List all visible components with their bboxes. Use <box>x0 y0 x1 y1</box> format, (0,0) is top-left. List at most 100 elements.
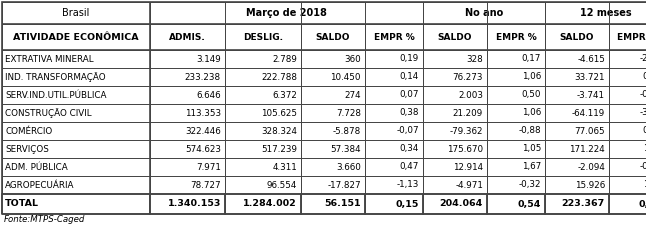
Text: 574.623: 574.623 <box>185 144 221 153</box>
Text: 0,50: 0,50 <box>521 90 541 100</box>
Bar <box>423 122 487 140</box>
Text: 223.367: 223.367 <box>562 200 605 208</box>
Bar <box>609 122 646 140</box>
Text: -4.971: -4.971 <box>455 180 483 190</box>
Bar <box>365 194 423 214</box>
Text: 171.224: 171.224 <box>569 144 605 153</box>
Bar <box>301 158 365 176</box>
Text: 56.151: 56.151 <box>324 200 361 208</box>
Text: 0,07: 0,07 <box>399 90 419 100</box>
Text: 1,02: 1,02 <box>643 144 646 153</box>
Bar <box>609 68 646 86</box>
Text: 76.273: 76.273 <box>452 73 483 81</box>
Text: 1,04: 1,04 <box>643 180 646 190</box>
Text: ATIVIDADE ECONÔMICA: ATIVIDADE ECONÔMICA <box>13 33 139 42</box>
Bar <box>225 122 301 140</box>
Text: SERVIÇOS: SERVIÇOS <box>5 144 49 153</box>
Bar <box>423 2 545 24</box>
Text: -64.119: -64.119 <box>572 109 605 117</box>
Bar <box>423 86 487 104</box>
Bar <box>301 140 365 158</box>
Text: -0,92: -0,92 <box>640 90 646 100</box>
Text: 3.149: 3.149 <box>196 54 221 64</box>
Text: IND. TRANSFORMAÇÃO: IND. TRANSFORMAÇÃO <box>5 72 106 82</box>
Text: Março de 2018: Março de 2018 <box>246 8 327 18</box>
Bar <box>609 104 646 122</box>
Bar <box>301 104 365 122</box>
Bar <box>545 104 609 122</box>
Text: 274: 274 <box>344 90 361 100</box>
Text: -2,38: -2,38 <box>640 54 646 64</box>
Text: Fonte:MTPS-Caged: Fonte:MTPS-Caged <box>4 215 85 224</box>
Bar <box>423 50 487 68</box>
Text: 0,87: 0,87 <box>643 127 646 136</box>
Text: 96.554: 96.554 <box>267 180 297 190</box>
Bar <box>545 194 609 214</box>
Bar <box>225 68 301 86</box>
Text: 6.372: 6.372 <box>272 90 297 100</box>
Bar <box>545 140 609 158</box>
Text: 12.914: 12.914 <box>453 163 483 172</box>
Bar <box>365 68 423 86</box>
Text: Brasil: Brasil <box>62 8 90 18</box>
Text: 0,59: 0,59 <box>639 200 646 208</box>
Text: 0,17: 0,17 <box>521 54 541 64</box>
Bar <box>2 176 150 194</box>
Text: 1,05: 1,05 <box>521 144 541 153</box>
Bar <box>365 176 423 194</box>
Bar <box>545 68 609 86</box>
Bar <box>2 2 646 214</box>
Text: 0,19: 0,19 <box>400 54 419 64</box>
Text: 0,47: 0,47 <box>643 73 646 81</box>
Text: EXTRATIVA MINERAL: EXTRATIVA MINERAL <box>5 54 94 64</box>
Text: ADM. PÚBLICA: ADM. PÚBLICA <box>5 163 68 172</box>
Bar <box>487 24 545 50</box>
Bar <box>423 104 487 122</box>
Text: 0,47: 0,47 <box>400 163 419 172</box>
Text: 0,54: 0,54 <box>517 200 541 208</box>
Bar <box>150 68 225 86</box>
Bar <box>487 122 545 140</box>
Text: -17.827: -17.827 <box>328 180 361 190</box>
Text: AGROPECUÁRIA: AGROPECUÁRIA <box>5 180 74 190</box>
Bar <box>2 158 150 176</box>
Bar <box>365 50 423 68</box>
Text: 0,34: 0,34 <box>400 144 419 153</box>
Bar <box>609 86 646 104</box>
Text: 12 meses: 12 meses <box>579 8 631 18</box>
Text: ADMIS.: ADMIS. <box>169 33 206 42</box>
Text: 4.311: 4.311 <box>272 163 297 172</box>
Bar <box>2 68 150 86</box>
Bar <box>301 86 365 104</box>
Bar <box>609 24 646 50</box>
Bar <box>150 176 225 194</box>
Bar <box>365 104 423 122</box>
Bar <box>609 140 646 158</box>
Bar <box>545 24 609 50</box>
Bar <box>545 122 609 140</box>
Bar <box>150 194 225 214</box>
Bar <box>2 104 150 122</box>
Text: 1.284.002: 1.284.002 <box>244 200 297 208</box>
Bar <box>487 194 545 214</box>
Text: No ano: No ano <box>465 8 503 18</box>
Text: 233.238: 233.238 <box>185 73 221 81</box>
Bar <box>150 24 225 50</box>
Text: -2.094: -2.094 <box>577 163 605 172</box>
Text: 7.971: 7.971 <box>196 163 221 172</box>
Text: -0,32: -0,32 <box>519 180 541 190</box>
Bar <box>545 176 609 194</box>
Text: 360: 360 <box>344 54 361 64</box>
Text: 1,67: 1,67 <box>522 163 541 172</box>
Text: 1,06: 1,06 <box>522 109 541 117</box>
Bar <box>423 194 487 214</box>
Bar <box>487 50 545 68</box>
Bar <box>487 176 545 194</box>
Bar <box>225 140 301 158</box>
Bar <box>423 176 487 194</box>
Text: SALDO: SALDO <box>438 33 472 42</box>
Text: -4.615: -4.615 <box>577 54 605 64</box>
Bar <box>150 86 225 104</box>
Bar <box>2 2 150 24</box>
Bar <box>301 176 365 194</box>
